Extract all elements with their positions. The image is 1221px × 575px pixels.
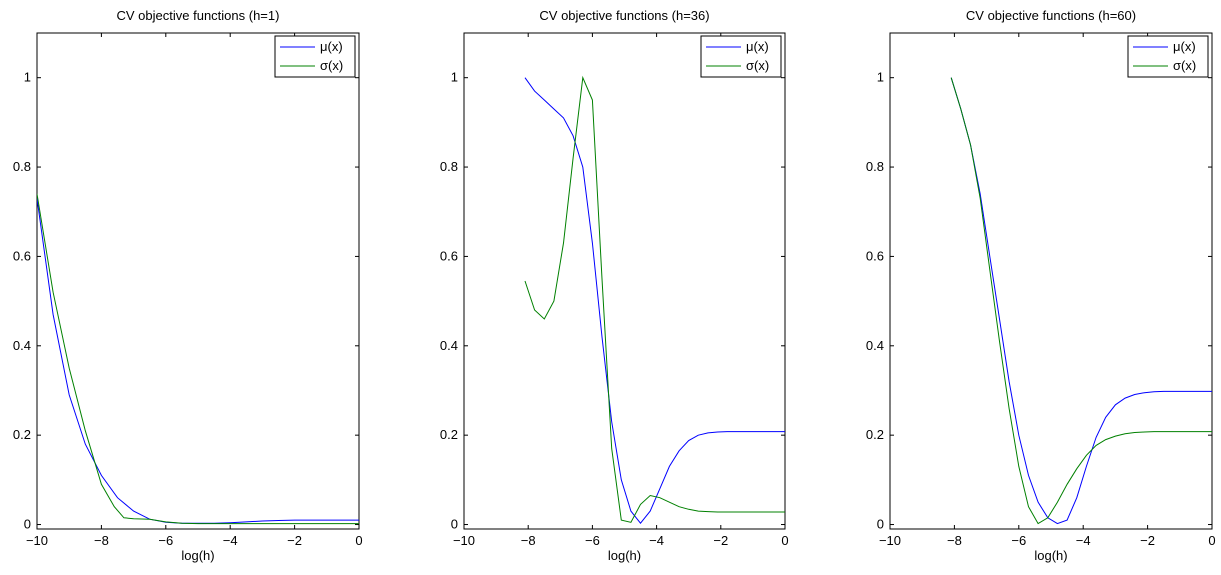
y-tick-label: 0.4 <box>440 338 458 353</box>
x-axis-label: log(h) <box>1034 548 1067 563</box>
y-tick-label: 1 <box>451 70 458 85</box>
legend: μ(x) σ(x) <box>274 35 356 78</box>
y-tick-label: 0.8 <box>440 159 458 174</box>
x-tick-label: −4 <box>1076 533 1091 548</box>
legend-entry: μ(x) <box>746 39 769 54</box>
y-tick-label: 0.4 <box>866 338 884 353</box>
y-tick-label: 0.6 <box>13 248 31 263</box>
legend-box <box>700 35 782 78</box>
legend-entry: μ(x) <box>320 39 343 54</box>
y-tick-label: 0.2 <box>866 427 884 442</box>
x-tick-label: −10 <box>26 533 48 548</box>
legend-box <box>1127 35 1209 78</box>
chart-title: CV objective functions (h=36) <box>539 8 709 23</box>
y-tick-label: 1 <box>24 70 31 85</box>
x-tick-label: −10 <box>453 533 475 548</box>
legend: μ(x) σ(x) <box>1127 35 1209 78</box>
y-tick-label: 1 <box>877 70 884 85</box>
legend-box <box>274 35 356 78</box>
chart-panel-1: CV objective functions (h=1) −10 −8 −6 −4 −2 0… <box>13 8 363 563</box>
x-tick-label: −2 <box>713 533 728 548</box>
x-axis-label: log(h) <box>608 548 641 563</box>
y-tick-label: 0.4 <box>13 338 31 353</box>
y-tick-label: 0.2 <box>440 427 458 442</box>
x-tick-label: −4 <box>223 533 238 548</box>
series-line-sigma <box>524 75 785 523</box>
y-tick-label: 0.8 <box>866 159 884 174</box>
y-tick-label: 0 <box>451 517 458 532</box>
x-tick-label: −4 <box>649 533 664 548</box>
x-tick-label: −8 <box>521 533 536 548</box>
x-tick-label: 0 <box>355 533 362 548</box>
x-tick-label: −6 <box>158 533 173 548</box>
series-line-mu <box>950 77 1212 525</box>
y-tick-label: 0 <box>24 517 31 532</box>
series-line-mu <box>524 77 785 525</box>
x-tick-label: −10 <box>879 533 901 548</box>
x-tick-label: −2 <box>1140 533 1155 548</box>
x-tick-label: −2 <box>287 533 302 548</box>
x-tick-label: −6 <box>585 533 600 548</box>
legend-entry: σ(x) <box>1173 58 1196 73</box>
y-tick-label: 0 <box>877 517 884 532</box>
chart-panel-2: CV objective functions (h=36) −10 −8 −6 −4 −2… <box>440 8 789 563</box>
y-tick-label: 0.6 <box>866 248 884 263</box>
x-axis-label: log(h) <box>181 548 214 563</box>
legend-entry: σ(x) <box>320 58 343 73</box>
legend-entry: μ(x) <box>1173 39 1196 54</box>
y-tick-label: 0.6 <box>440 248 458 263</box>
x-tick-label: −8 <box>94 533 109 548</box>
x-tick-label: 0 <box>1208 533 1215 548</box>
legend-entry: σ(x) <box>746 58 769 73</box>
x-tick-label: −8 <box>947 533 962 548</box>
chart-panel-3: CV objective functions (h=60) −10 −8 −6 −4 −2… <box>866 8 1216 563</box>
series-line-sigma <box>37 193 359 525</box>
series-line-sigma <box>950 77 1212 525</box>
legend: μ(x) σ(x) <box>700 35 782 78</box>
y-tick-label: 0.2 <box>13 427 31 442</box>
plot-area <box>36 32 360 530</box>
chart-title: CV objective functions (h=1) <box>117 8 280 23</box>
plot-area <box>463 32 786 530</box>
x-tick-label: 0 <box>781 533 788 548</box>
chart-title: CV objective functions (h=60) <box>966 8 1136 23</box>
plot-area <box>889 32 1213 530</box>
x-tick-label: −6 <box>1011 533 1026 548</box>
y-tick-label: 0.8 <box>13 159 31 174</box>
